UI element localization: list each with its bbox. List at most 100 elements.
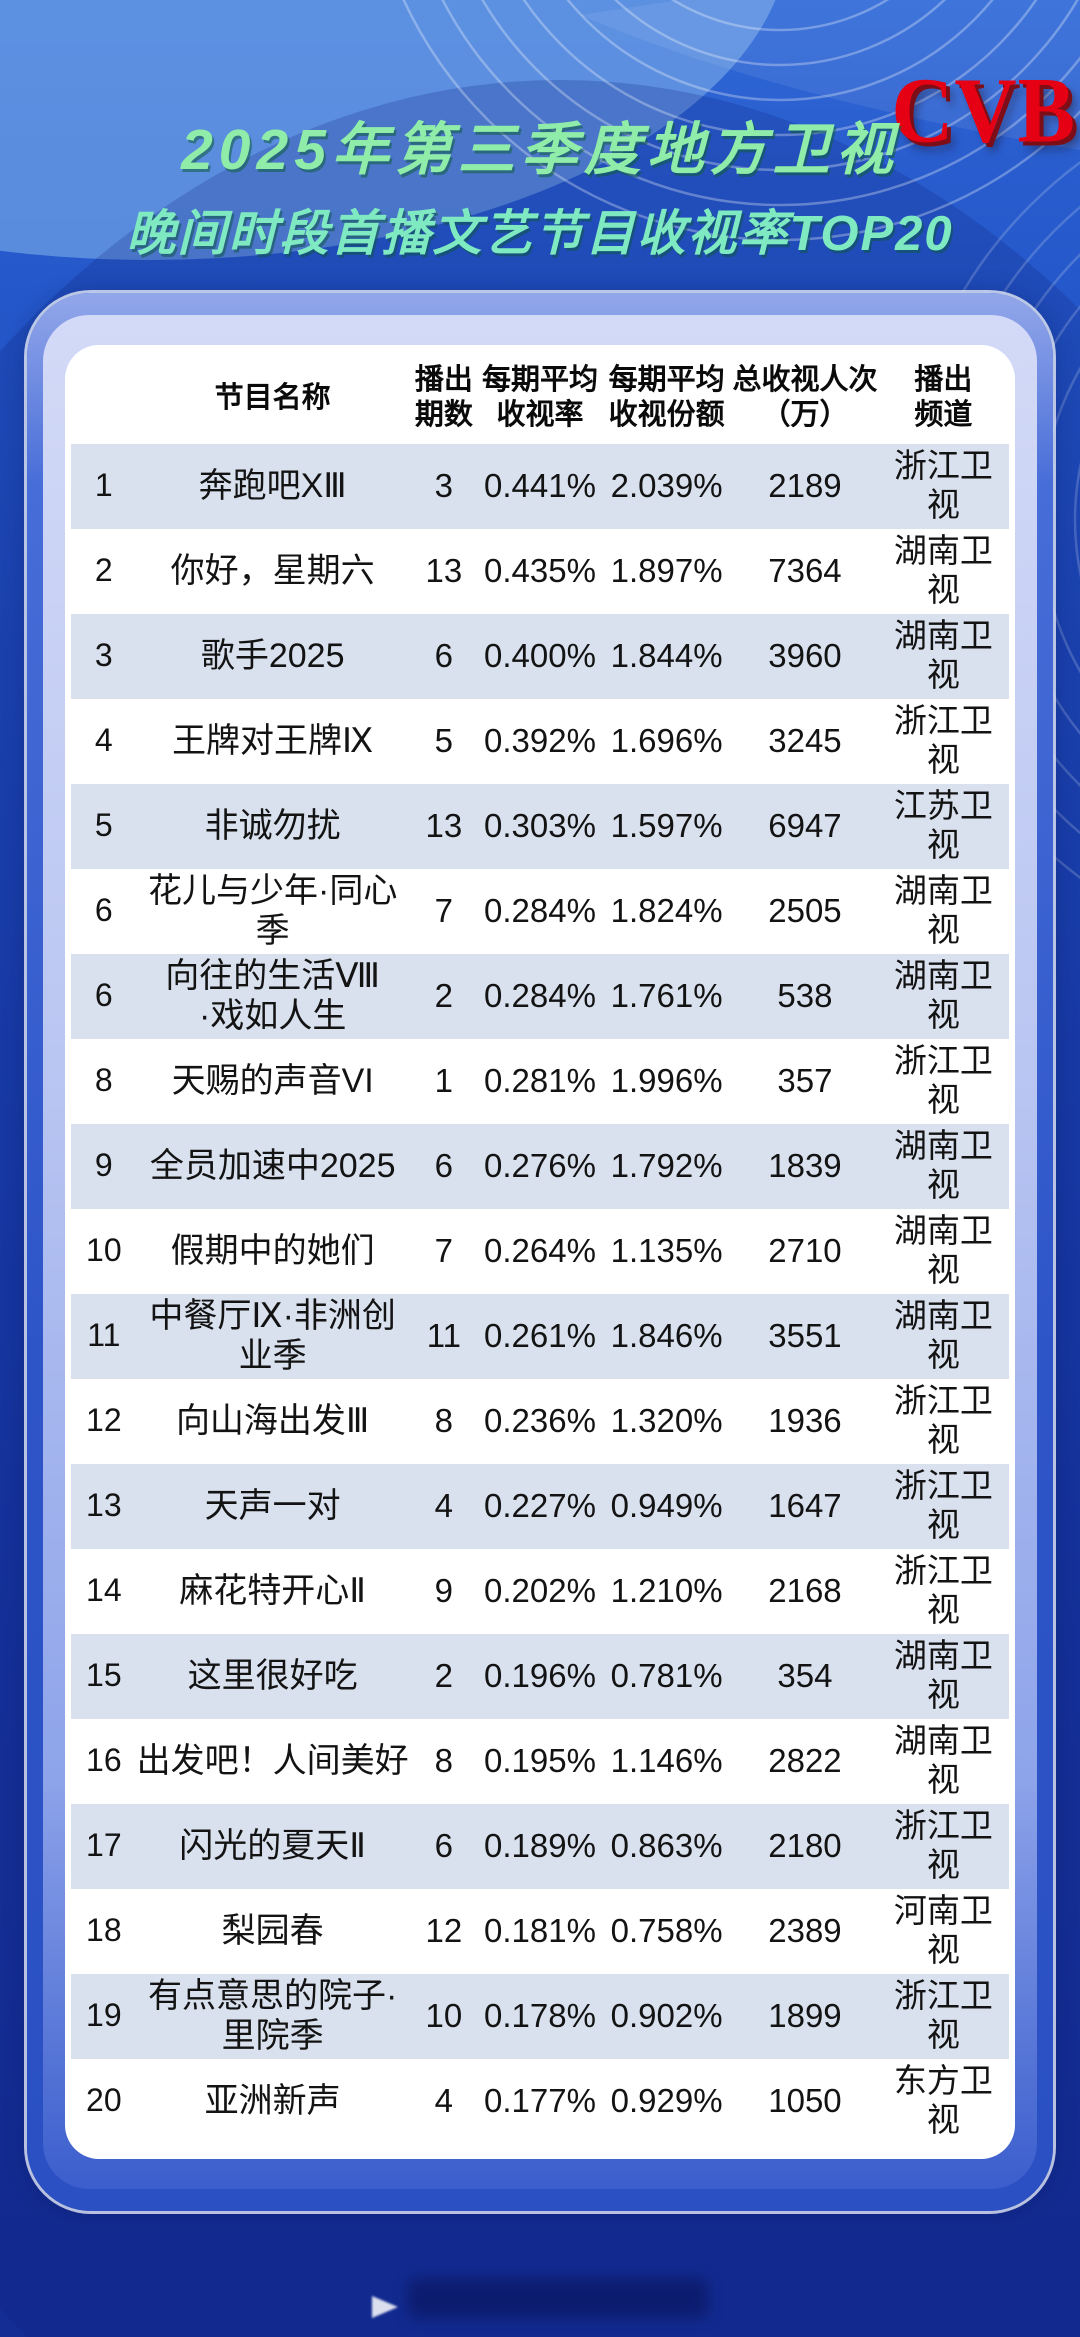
title-line-1: 2025年第三季度地方卫视 [181,118,899,182]
cell-episodes: 6 [408,1123,480,1209]
cell-program-name: 王牌对王牌Ⅸ [172,722,374,761]
table-body: 1 奔跑吧XⅢ 3 0.441% 2.039% 2189 浙江卫视 2 你好，星… [71,443,1009,2144]
table-row: 3 歌手2025 6 0.400% 1.844% 3960 湖南卫视 [71,613,1009,699]
cell-avg-rating: 0.441% [479,443,601,529]
cell-total-viewers: 1899 [732,1973,878,2059]
cell-program-name: 全员加速中2025 [136,1123,409,1209]
cell-episodes: 4 [408,1463,480,1549]
title-line-2: 晚间时段首播文艺节目收视率TOP20 [126,207,954,261]
cell-rank: 16 [86,1742,122,1779]
cell-program-name: 梨园春 [221,1912,324,1951]
cell-program-name: 这里很好吃 [136,1633,409,1719]
table-row: 10 假期中的她们 7 0.264% 1.135% 2710 湖南卫视 [71,1209,1009,1294]
cell-rank: 19 [71,1973,137,2059]
cell-total-viewers: 2189 [732,443,878,529]
cell-channel: 浙江卫视 [893,1042,993,1119]
cell-channel: 湖南卫视 [893,872,993,949]
cell-avg-share: 1.792% [600,1123,733,1209]
cell-rank: 15 [71,1633,137,1719]
cell-program-name: 假期中的她们 [170,1232,375,1271]
header-rank [71,347,137,444]
cell-avg-share: 0.902% [600,1973,733,2059]
cell-avg-share: 1.844% [600,613,733,699]
cell-program-name: 花儿与少年·同心季 [148,872,398,951]
cell-avg-share: 1.996% [610,1061,723,1099]
cell-rank: 6 [71,953,137,1039]
cell-total-viewers: 2710 [768,1231,842,1269]
cell-rank: 20 [86,2082,122,2119]
cell-program-name: 闪光的夏天Ⅱ [136,1803,409,1889]
header-avg-share: 每期平均 收视份额 [608,364,725,432]
cell-avg-share: 0.758% [610,1911,723,1949]
cell-episodes: 7 [434,891,454,929]
cell-program-name: 奔跑吧XⅢ [136,443,409,529]
cell-avg-rating: 0.196% [479,1633,601,1719]
cell-rank: 1 [71,443,137,529]
cell-episodes: 8 [434,1401,454,1439]
cell-channel: 浙江卫视 [893,1552,993,1629]
cell-avg-share: 1.146% [610,1741,723,1779]
table-row: 6 向往的生活Ⅷ ·戏如人生 2 0.284% 1.761% 538 湖南卫视 [71,953,1009,1039]
cell-channel: 湖南卫视 [893,1212,993,1289]
cell-avg-rating: 0.195% [484,1741,596,1779]
cell-channel: 浙江卫视 [877,1973,1009,2059]
cell-total-viewers: 3551 [732,1293,878,1379]
cell-channel: 湖南卫视 [893,532,993,609]
cell-rank: 12 [86,1402,122,1439]
cell-program-name: 亚洲新声 [204,2082,341,2121]
cvb-logo: CVB [891,58,1076,162]
card-frame-inner: 节目名称 播出 期数 每期平均 收视率 每期平均 收视份额 总收视人次 （万） … [43,315,1037,2189]
cell-total-viewers: 2168 [768,1571,842,1609]
cell-episodes: 5 [434,721,454,759]
cell-program-name: 向山海出发Ⅲ [175,1402,370,1441]
cell-avg-rating: 0.276% [479,1123,601,1209]
watermark [372,2278,708,2318]
table-row: 4 王牌对王牌Ⅸ 5 0.392% 1.696% 3245 浙江卫视 [71,699,1009,784]
cell-avg-rating: 0.264% [484,1231,596,1269]
cell-episodes: 11 [408,1293,480,1379]
cell-channel: 东方卫视 [893,2062,993,2139]
cell-total-viewers: 1839 [732,1123,878,1209]
cell-avg-share: 0.863% [600,1803,733,1889]
cell-channel: 浙江卫视 [877,443,1009,529]
cell-avg-rating: 0.261% [479,1293,601,1379]
header-program-name: 节目名称 [214,381,331,414]
cell-program-name: 非诚勿扰 [136,783,409,869]
cell-avg-share: 1.320% [610,1401,723,1439]
cell-avg-share: 1.824% [610,891,723,929]
cell-channel: 浙江卫视 [877,1463,1009,1549]
cell-rank: 10 [86,1232,122,1269]
cell-episodes: 6 [408,1803,480,1889]
watermark-smudge [408,2278,708,2318]
cell-episodes: 3 [408,443,480,529]
table-header: 节目名称 播出 期数 每期平均 收视率 每期平均 收视份额 总收视人次 （万） … [71,347,1009,444]
cell-avg-share: 1.696% [610,721,723,759]
table-row: 1 奔跑吧XⅢ 3 0.441% 2.039% 2189 浙江卫视 [71,443,1009,529]
header-avg-rating: 每期平均 收视率 [481,364,598,432]
cell-rank: 11 [71,1293,137,1379]
cell-total-viewers: 6947 [732,783,878,869]
cell-episodes: 2 [408,1633,480,1719]
table-row: 11 中餐厅Ⅸ·非洲创业季 11 0.261% 1.846% 3551 湖南卫视 [71,1293,1009,1379]
cell-episodes: 6 [408,613,480,699]
cell-total-viewers: 1050 [768,2081,842,2119]
cell-avg-rating: 0.189% [479,1803,601,1889]
header-channel: 播出 频道 [914,364,973,432]
table-row: 19 有点意思的院子·里院季 10 0.178% 0.902% 1899 浙江卫… [71,1973,1009,2059]
cell-channel: 湖南卫视 [893,1722,993,1799]
cell-avg-rating: 0.435% [484,551,596,589]
cell-avg-share: 2.039% [600,443,733,529]
cell-avg-share: 0.929% [610,2081,723,2119]
cell-avg-share: 0.949% [600,1463,733,1549]
cell-channel: 湖南卫视 [877,1293,1009,1379]
cell-avg-rating: 0.181% [484,1911,596,1949]
cell-rank: 9 [71,1123,137,1209]
cell-rank: 4 [94,722,113,759]
cell-channel: 湖南卫视 [877,613,1009,699]
cell-avg-rating: 0.178% [479,1973,601,2059]
cell-total-viewers: 357 [777,1061,833,1099]
cell-channel: 浙江卫视 [877,1803,1009,1889]
cell-program-name: 向往的生活Ⅷ ·戏如人生 [136,953,409,1039]
table-row: 20 亚洲新声 4 0.177% 0.929% 1050 东方卫视 [71,2059,1009,2144]
table-row: 13 天声一对 4 0.227% 0.949% 1647 浙江卫视 [71,1463,1009,1549]
